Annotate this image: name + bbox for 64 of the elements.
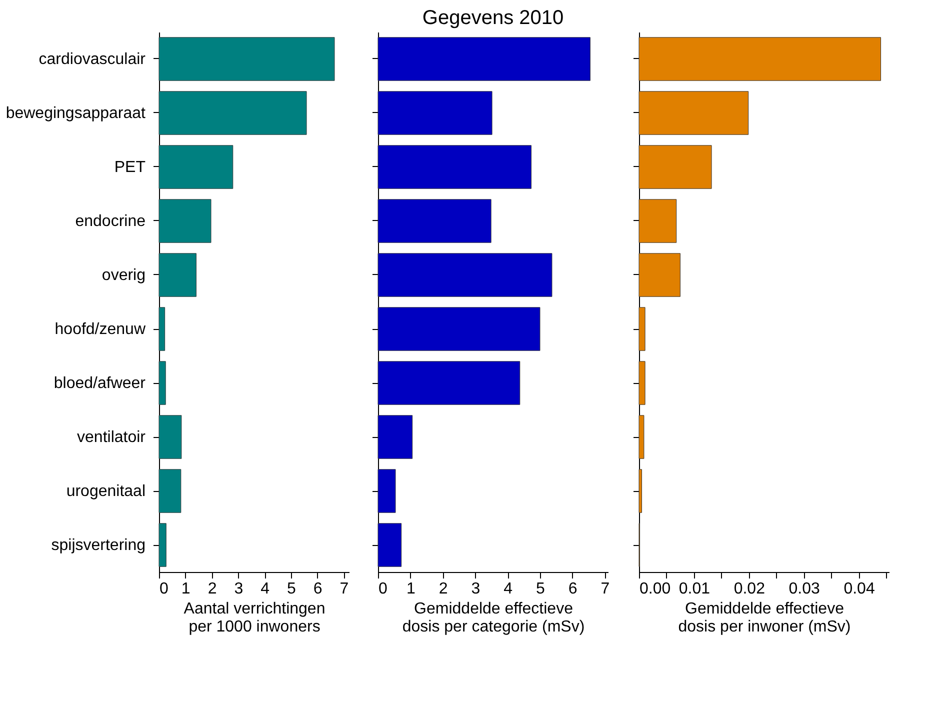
bar [378, 199, 492, 243]
x-tick-label: 7 [340, 580, 349, 598]
bar [158, 91, 307, 135]
y-tick-label: bloed/afweer [54, 375, 146, 392]
bar [638, 469, 642, 513]
bar [158, 145, 234, 189]
y-tick-label: spijsvertering [51, 537, 146, 554]
y-tick-label: PET [114, 159, 146, 176]
bar [158, 469, 182, 513]
bar [638, 199, 677, 243]
chart-title: Gegevens 2010 [422, 7, 564, 29]
bar [638, 415, 644, 459]
x-tick-label: 1 [406, 580, 416, 598]
bar [638, 145, 712, 189]
bar [378, 523, 402, 567]
bar [378, 307, 540, 351]
x-axis-title: Gemiddelde effectieve dosis per categorie (mSv) [402, 600, 585, 636]
x-tick-label: 6 [568, 580, 578, 598]
x-tick-label: 0.03 [788, 580, 820, 598]
bar [158, 523, 166, 567]
bar [378, 91, 492, 135]
bar [378, 469, 396, 513]
y-tick-label: ventilatoir [77, 429, 146, 446]
bar [158, 415, 182, 459]
x-axis-title: Gemiddelde effectieve dosis per inwoner (mSv) [678, 600, 851, 636]
x-tick-label: 0 [378, 580, 388, 598]
x-tick-label: 5 [536, 580, 546, 598]
bar [158, 307, 166, 351]
x-tick-label: 0.04 [844, 580, 875, 598]
x-tick-label: 1 [181, 580, 190, 598]
x-tick-label: 0.01 [678, 580, 710, 598]
bar [158, 37, 335, 81]
bar [378, 415, 413, 459]
bar [378, 145, 532, 189]
x-tick-label: 2 [208, 580, 217, 598]
x-tick-label: 4 [504, 580, 513, 598]
y-tick-label: hoofd/zenuw [54, 321, 146, 338]
x-tick-label: 6 [313, 580, 322, 598]
y-tick-label: urogenitaal [66, 483, 146, 500]
bar [638, 37, 882, 81]
x-axis-title: Aantal verrichtingen per 1000 inwoners [184, 600, 326, 636]
y-tick-label: overig [102, 267, 146, 284]
bar [158, 199, 212, 243]
bar [158, 361, 166, 405]
x-tick-label: 2 [438, 580, 448, 598]
bar [638, 91, 749, 135]
y-tick-label: endocrine [75, 213, 146, 230]
x-tick-label: 3 [234, 580, 244, 598]
bar [158, 253, 196, 297]
y-tick-label: bewegingsapparaat [6, 105, 146, 122]
y-tick-label: cardiovasculair [38, 51, 146, 68]
bar [638, 361, 646, 405]
x-tick-label: 5 [286, 580, 296, 598]
x-tick-label: 0.00 [640, 580, 671, 598]
x-tick-label: 0.02 [734, 580, 766, 598]
bar [378, 253, 552, 297]
bar [638, 307, 646, 351]
x-tick-label: 0 [160, 580, 168, 598]
bar [638, 253, 680, 297]
bar [378, 361, 520, 405]
x-tick-label: 7 [600, 580, 610, 598]
x-tick-label: 4 [260, 580, 270, 598]
bar [378, 37, 590, 81]
x-tick-label: 3 [471, 580, 480, 598]
